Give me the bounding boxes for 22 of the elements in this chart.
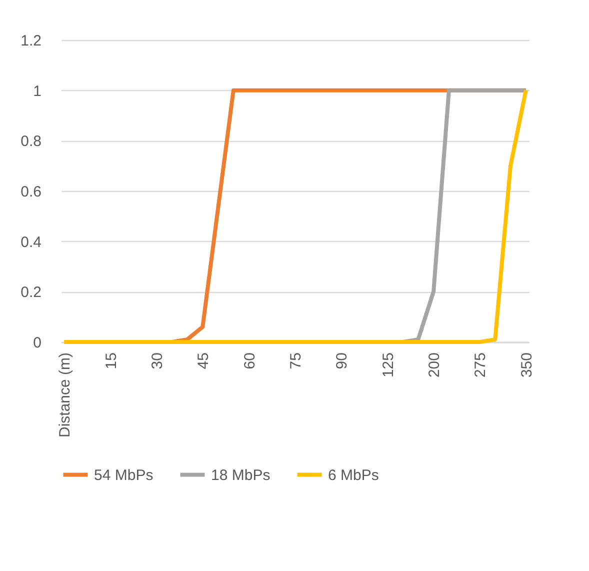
legend-label: 54 MbPs xyxy=(94,466,154,484)
line-series xyxy=(62,88,528,344)
x-tick-label: 125 xyxy=(380,352,397,378)
legend-label: 6 MbPs xyxy=(328,466,379,484)
legend-label: 18 MbPs xyxy=(211,466,270,484)
y-tick-label: 0 xyxy=(33,334,42,352)
x-tick-label: 350 xyxy=(518,352,536,378)
y-tick-label: 0.4 xyxy=(20,234,42,251)
y-tick-label: 0.2 xyxy=(20,284,42,302)
x-tick-label: 15 xyxy=(102,352,120,370)
y-tick-label: 1.2 xyxy=(20,32,42,50)
y-tick-label: 0.8 xyxy=(20,133,42,150)
x-tick-label: 90 xyxy=(334,352,351,370)
y-tick-label: 0.6 xyxy=(20,184,42,200)
x-tick-label: 75 xyxy=(288,352,304,370)
x-tick-label: 45 xyxy=(195,352,212,370)
y-tick-label: 1 xyxy=(33,82,42,100)
x-tick-label: Distance (m) xyxy=(56,352,74,438)
x-tick-label: 30 xyxy=(148,352,166,370)
x-tick-label: 275 xyxy=(472,352,490,378)
x-tick-label: 200 xyxy=(426,352,444,378)
x-tick-label: 60 xyxy=(241,352,258,370)
